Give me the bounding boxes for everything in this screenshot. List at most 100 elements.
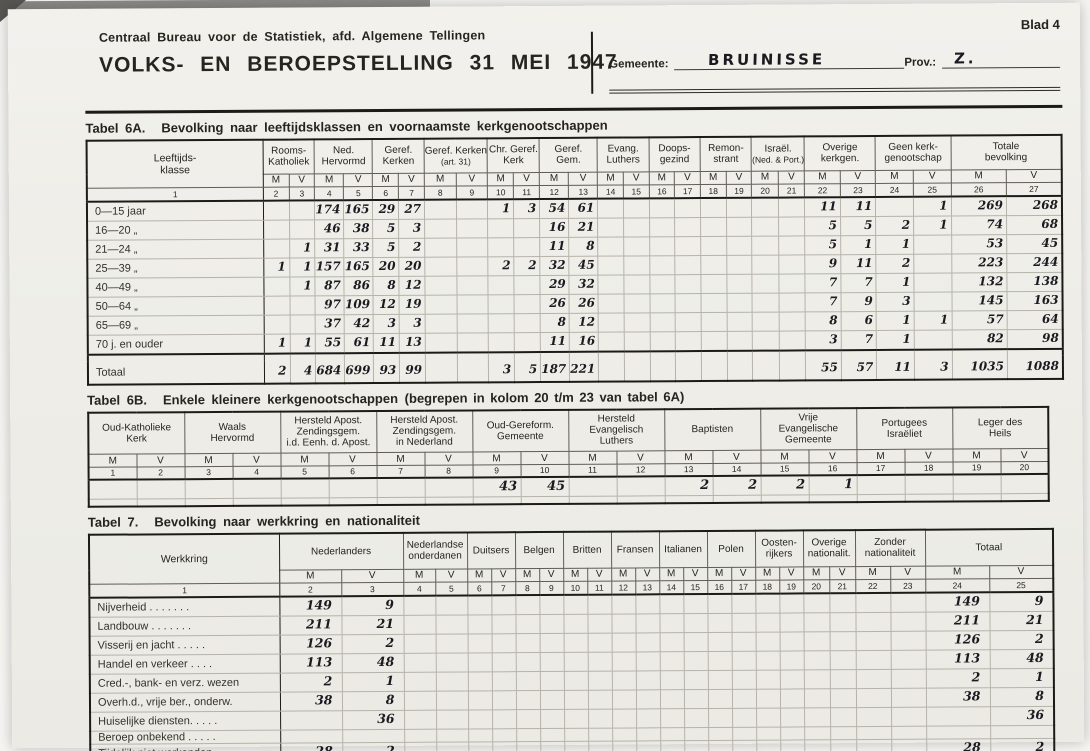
cell: 5	[840, 215, 876, 236]
group-header: Belgen	[514, 531, 564, 569]
cell: 211	[925, 611, 990, 631]
cell	[598, 312, 625, 332]
tabel-7-label: Tabel 7.	[87, 514, 139, 530]
group-header: Hersteld Evangelisch Luthers	[568, 408, 665, 452]
cell	[588, 727, 613, 741]
cell: 54	[539, 198, 569, 219]
cell	[804, 707, 831, 727]
cell: 38	[925, 687, 991, 707]
header-divider	[590, 31, 594, 94]
column-number: 5	[343, 186, 373, 200]
cell	[280, 710, 343, 730]
cell	[623, 217, 650, 237]
cell	[492, 728, 517, 742]
cell	[700, 254, 727, 275]
subcol-m: M	[314, 173, 344, 187]
cell	[487, 237, 515, 257]
cell	[779, 330, 806, 351]
cell	[1000, 473, 1049, 494]
tabel-6b-title: Enkele kleinere kerkgenootschappen	[162, 390, 399, 407]
cell	[376, 496, 425, 506]
cell	[752, 292, 780, 312]
cell: 1	[840, 234, 877, 255]
tabel-6b: Oud-Katholieke Kerk Waals Hervormd Hersteld …	[87, 405, 1050, 508]
cell	[675, 331, 702, 351]
cell	[468, 728, 493, 742]
group-header: Ned. Hervormd	[314, 139, 373, 174]
cell: 244	[1006, 252, 1063, 273]
header-meta: Blad 4 Gemeente: BRUINISSE Prov.: Z.	[609, 15, 1061, 94]
cell: 42	[344, 314, 374, 334]
subcol-m: M	[280, 452, 329, 467]
cell: 3	[876, 291, 915, 311]
subcol-v: V	[616, 450, 665, 465]
subcol-m: M	[804, 170, 841, 184]
cell	[660, 740, 685, 751]
cell: 8	[341, 690, 405, 711]
subcol-v: V	[491, 568, 516, 582]
cell	[731, 631, 756, 651]
subcol-v: V	[913, 169, 951, 183]
subcol-v: V	[136, 453, 185, 468]
cell	[649, 236, 676, 256]
cell	[700, 235, 727, 256]
cell: 61	[568, 198, 598, 218]
cell	[855, 630, 891, 651]
cell	[683, 651, 708, 671]
cell	[611, 632, 636, 652]
section-tabel-6b: Tabel 6B. Enkele kleinere kerkgenootschap…	[87, 386, 1065, 508]
cell	[563, 670, 588, 690]
cell: 11	[540, 331, 570, 352]
cell	[232, 497, 281, 506]
row-label: 0—15 jaar	[86, 200, 264, 221]
cell	[88, 498, 137, 507]
column-number: 19	[726, 183, 752, 198]
column-number: 23	[890, 578, 926, 593]
cell	[778, 254, 806, 274]
group-header: Oud-Gereform. Gemeente	[472, 409, 569, 452]
cell	[136, 478, 185, 499]
cell: 11	[840, 196, 876, 217]
cell: 2	[398, 237, 425, 257]
subcol-m: M	[803, 566, 830, 580]
cell: 1	[876, 329, 915, 350]
cell	[752, 357, 780, 381]
cell	[491, 671, 516, 691]
cell	[491, 652, 516, 672]
cell	[624, 293, 650, 313]
cell: 2	[875, 215, 914, 235]
cell	[856, 725, 892, 740]
cell: 1	[341, 671, 404, 692]
cell: 5	[804, 216, 841, 236]
cell	[952, 493, 1001, 502]
column-number: 10	[563, 580, 588, 595]
group-header: Totale bevolking	[950, 134, 1062, 170]
cell: 21	[568, 217, 599, 237]
cell	[904, 474, 953, 494]
tabel-6a-title: Bevolking naar leeftijdsklassen en voorn…	[161, 117, 608, 136]
cell	[732, 726, 757, 740]
tabel-6a: Leeftijds-klasse Rooms- Katholiek Ned. Hervo…	[85, 133, 1065, 386]
cell	[755, 593, 780, 613]
cell	[467, 614, 492, 634]
cell: 11	[840, 253, 877, 274]
cell	[731, 688, 757, 708]
column-number: 23	[840, 182, 876, 197]
group-header: Hersteld Apost. Zendingsgem. in Nederland	[376, 409, 473, 453]
column-number: 18	[904, 462, 953, 475]
cell	[588, 740, 613, 751]
cell	[779, 356, 806, 381]
group-header: Chr. Geref. Kerk	[487, 138, 540, 173]
cell	[700, 197, 727, 218]
group-header: Britten	[562, 531, 612, 568]
cell	[675, 236, 701, 256]
column-number: 25	[913, 182, 952, 197]
cell	[563, 651, 588, 671]
cell	[404, 709, 437, 729]
cell	[726, 311, 753, 331]
subcol-v: V	[435, 568, 468, 582]
cell: 1	[263, 333, 290, 354]
cell	[467, 652, 492, 672]
cell: 87	[315, 276, 345, 296]
cell	[540, 708, 565, 729]
